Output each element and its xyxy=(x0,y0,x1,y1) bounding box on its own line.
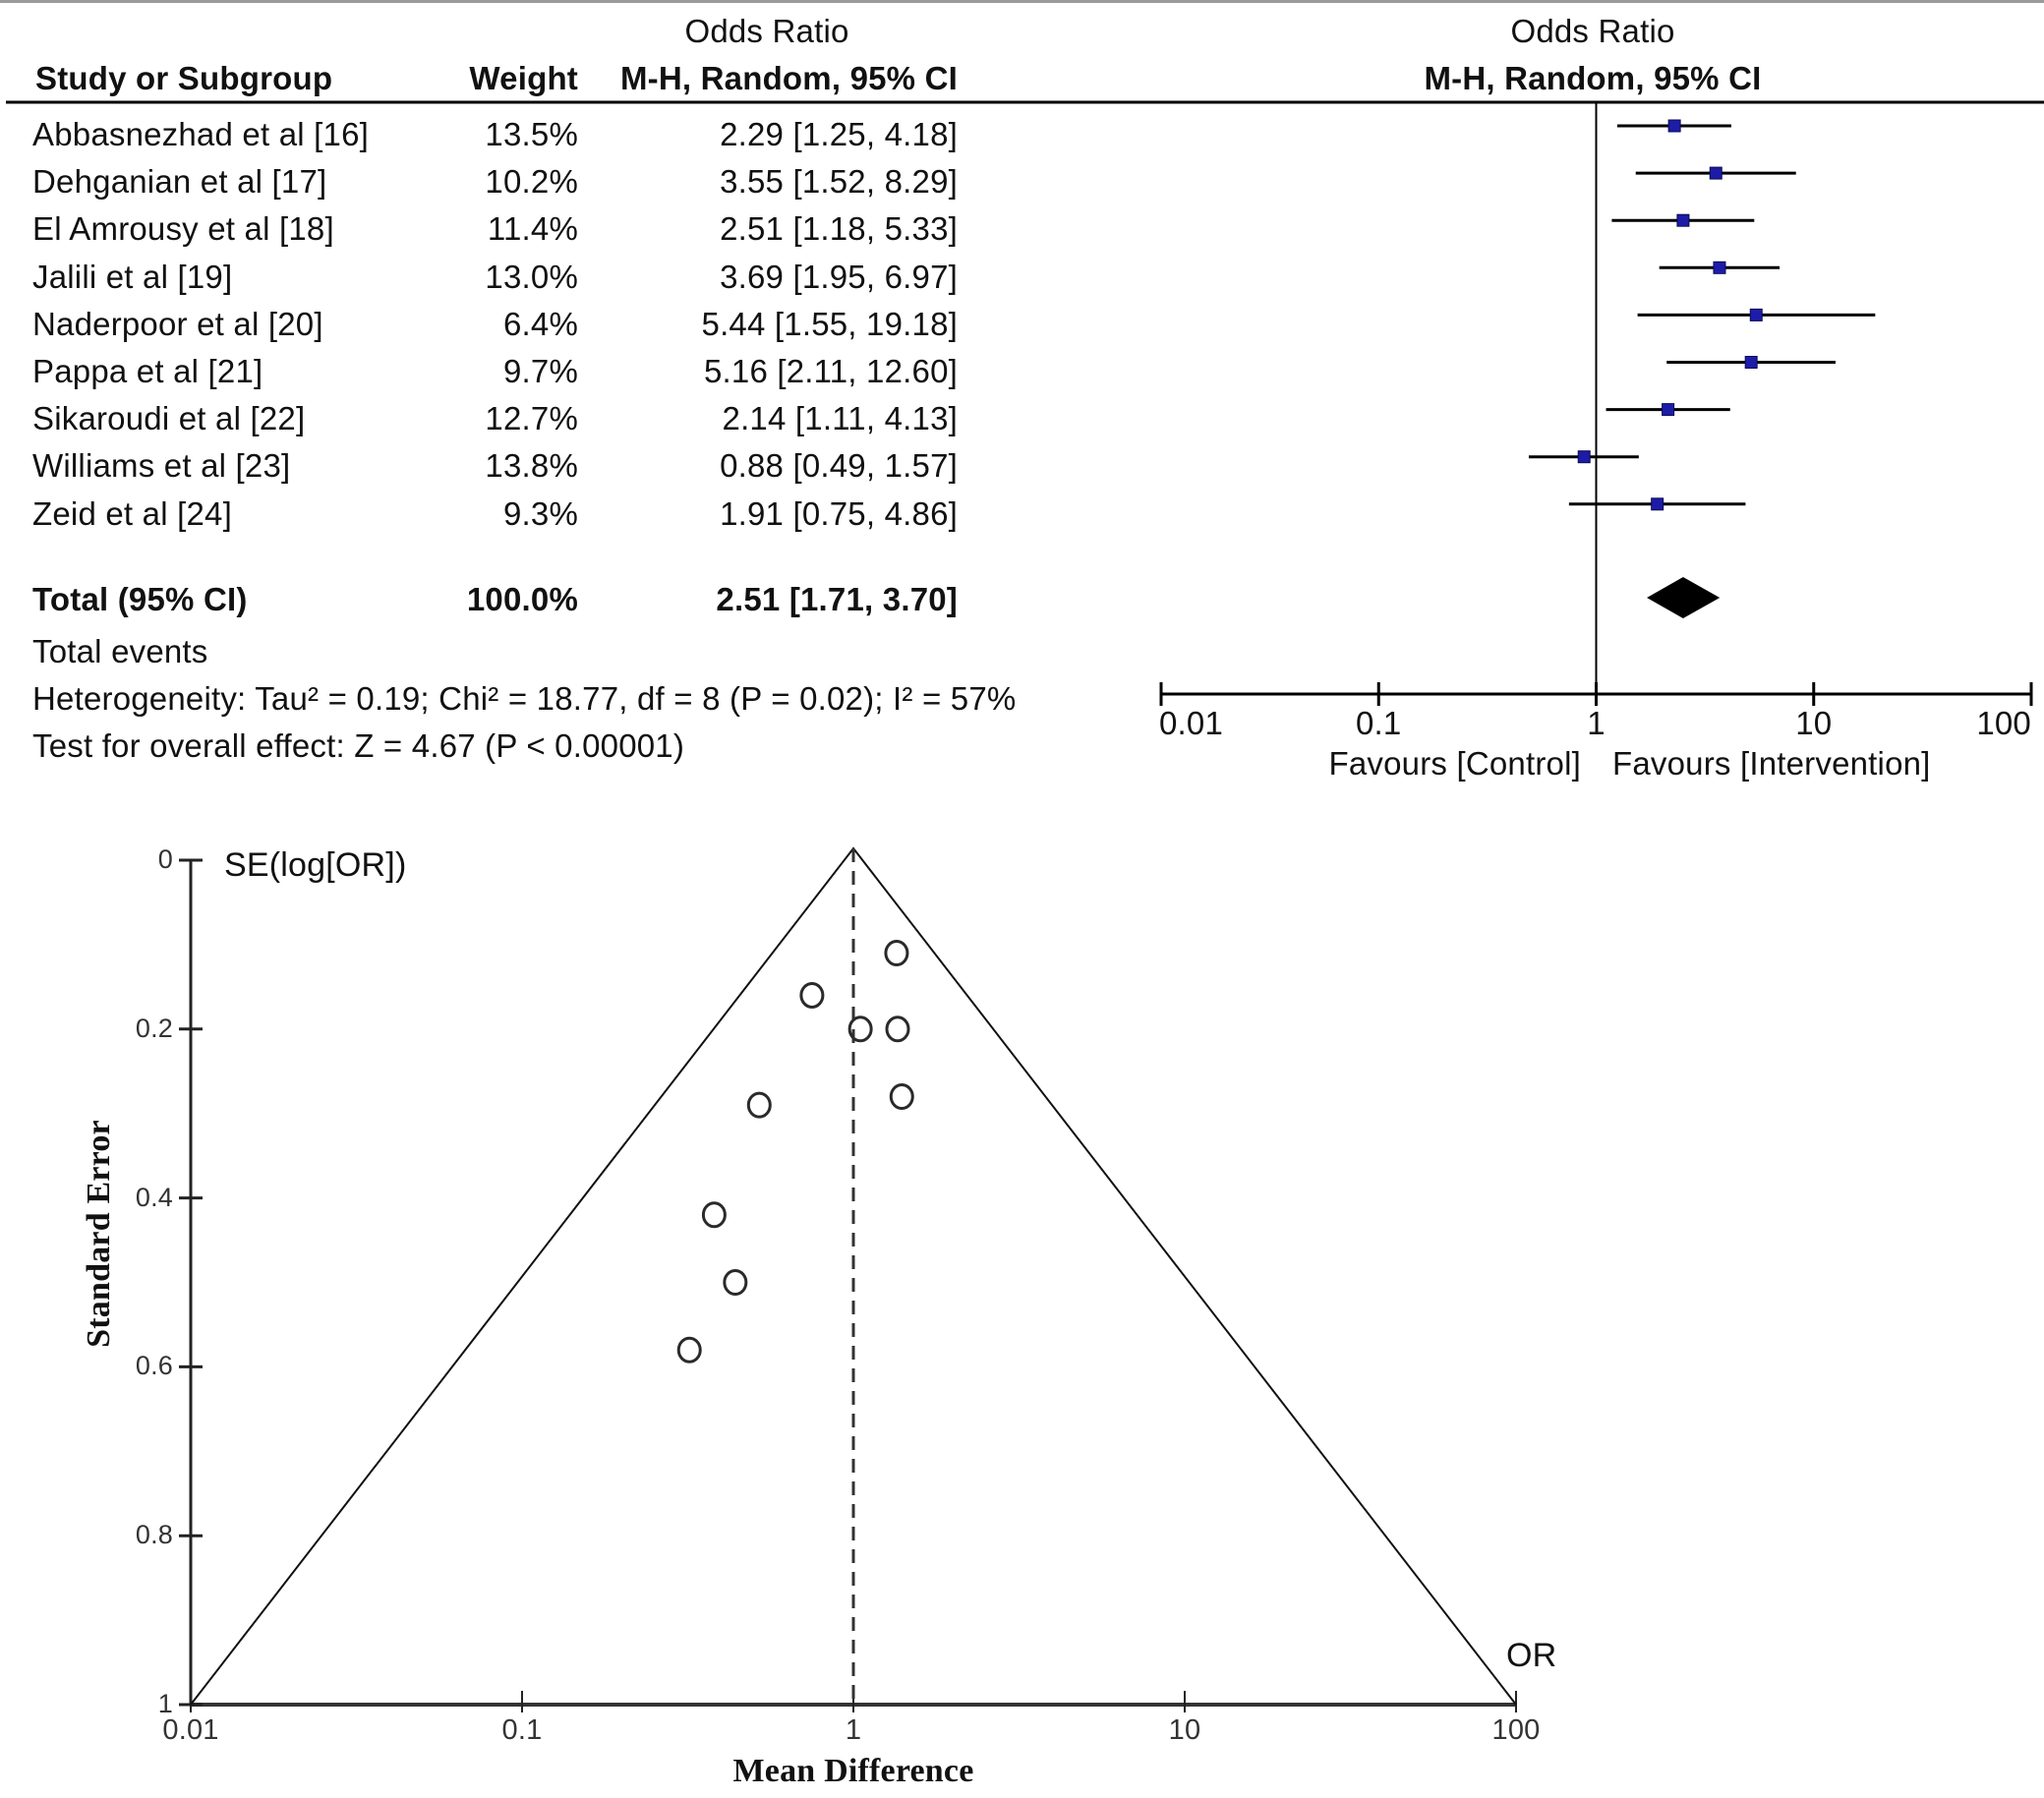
study-effect: 3.55 [1.52, 8.29] xyxy=(720,163,958,201)
forest-x-tick-label: 0.01 xyxy=(1159,705,1224,741)
study-name: Sikaroudi et al [22] xyxy=(32,400,306,437)
study-name: Abbasnezhad et al [16] xyxy=(32,116,369,152)
funnel-x-tick-label: 10 xyxy=(1168,1714,1201,1746)
funnel-y-tick-label: 0 xyxy=(157,844,173,874)
study-point xyxy=(676,1336,702,1363)
study-effect: 5.16 [2.11, 12.60] xyxy=(703,353,958,389)
total-events-label: Total events xyxy=(32,633,208,669)
effect-column-title: Odds Ratio xyxy=(684,13,849,49)
study-marker xyxy=(1713,261,1726,274)
study-effect: 2.51 [1.18, 5.33] xyxy=(720,210,958,248)
study-point xyxy=(889,1083,914,1111)
study-marker xyxy=(1667,119,1681,133)
total-effect: 2.51 [1.71, 3.70] xyxy=(716,581,958,617)
overall-effect-text: Test for overall effect: Z = 4.67 (P < 0… xyxy=(32,727,685,764)
study-weight: 9.3% xyxy=(502,494,578,532)
funnel-y-axis-label: Standard Error xyxy=(81,1120,117,1348)
funnel-y-tick-label: 1 xyxy=(157,1689,173,1718)
study-effect: 5.44 [1.55, 19.18] xyxy=(701,305,958,342)
funnel-y-tick-label: 0.6 xyxy=(135,1351,173,1381)
funnel-y-title: SE(log[OR]) xyxy=(224,846,407,884)
study-effect: 2.29 [1.25, 4.18] xyxy=(720,116,958,152)
study-marker xyxy=(1744,356,1758,369)
study-effect: 2.14 [1.11, 4.13] xyxy=(722,400,958,437)
study-point xyxy=(884,939,909,966)
top-border xyxy=(0,0,2044,3)
study-marker xyxy=(1749,308,1763,321)
study-weight: 13.5% xyxy=(485,116,578,152)
forest-x-tick-label: 1 xyxy=(1587,705,1606,741)
total-weight: 100.0% xyxy=(466,581,578,617)
funnel-y-tick-label: 0.4 xyxy=(135,1182,173,1212)
plot-header-title: Odds Ratio xyxy=(1510,13,1675,49)
study-name: Jalili et al [19] xyxy=(32,258,233,295)
study-weight: 9.7% xyxy=(502,353,578,389)
study-weight: 13.8% xyxy=(485,447,578,485)
forest-x-tick-label: 0.1 xyxy=(1356,705,1402,741)
study-marker xyxy=(1651,497,1664,511)
study-weight: 10.2% xyxy=(485,163,578,201)
favours-control-label: Favours [Control] xyxy=(1328,745,1581,782)
study-point xyxy=(723,1269,748,1296)
study-name: Naderpoor et al [20] xyxy=(32,305,323,342)
weight-column-header: Weight xyxy=(469,60,578,96)
study-name: Pappa et al [21] xyxy=(32,353,263,389)
study-name: Dehganian et al [17] xyxy=(32,163,327,201)
study-effect: 0.88 [0.49, 1.57] xyxy=(720,447,958,485)
forest-plot xyxy=(6,100,2044,706)
study-column-header: Study or Subgroup xyxy=(35,60,333,96)
study-point xyxy=(885,1015,910,1043)
study-effect: 3.69 [1.95, 6.97] xyxy=(720,258,958,295)
forest-x-tick-label: 100 xyxy=(1976,705,2031,741)
study-marker xyxy=(1662,403,1675,417)
favours-intervention-label: Favours [Intervention] xyxy=(1612,745,1931,782)
funnel-x-tick-label: 1 xyxy=(845,1714,862,1746)
funnel-x-axis-label: Mean Difference xyxy=(732,1753,974,1789)
forest-x-tick-label: 10 xyxy=(1795,705,1833,741)
study-point xyxy=(746,1091,772,1119)
effect-column-method: M-H, Random, 95% CI xyxy=(619,60,958,96)
funnel-x-tick-label: 0.01 xyxy=(162,1714,219,1746)
study-name: Zeid et al [24] xyxy=(32,494,232,532)
study-marker xyxy=(1676,213,1690,227)
study-weight: 13.0% xyxy=(485,258,578,295)
study-point xyxy=(799,981,825,1009)
study-effect: 1.91 [0.75, 4.86] xyxy=(720,494,958,532)
funnel-y-tick-label: 0.2 xyxy=(135,1013,173,1043)
funnel-x-tick-label: 100 xyxy=(1491,1714,1541,1746)
study-weight: 12.7% xyxy=(485,400,578,437)
funnel-x-tick-label: 0.1 xyxy=(501,1714,543,1746)
study-marker xyxy=(1709,166,1723,180)
plot-header-method: M-H, Random, 95% CI xyxy=(1424,60,1762,96)
study-name: Williams et al [23] xyxy=(32,447,291,485)
funnel-y-tick-label: 0.8 xyxy=(135,1520,173,1550)
study-marker xyxy=(1577,450,1591,464)
study-point xyxy=(847,1015,873,1043)
study-weight: 6.4% xyxy=(502,305,578,342)
funnel-x-title: OR xyxy=(1506,1637,1557,1674)
total-diamond xyxy=(1647,577,1721,618)
study-name: El Amrousy et al [18] xyxy=(32,210,334,248)
study-point xyxy=(701,1201,727,1229)
study-weight: 11.4% xyxy=(487,210,578,248)
heterogeneity-text: Heterogeneity: Tau² = 0.19; Chi² = 18.77… xyxy=(32,680,1017,717)
total-label: Total (95% CI) xyxy=(32,581,248,617)
